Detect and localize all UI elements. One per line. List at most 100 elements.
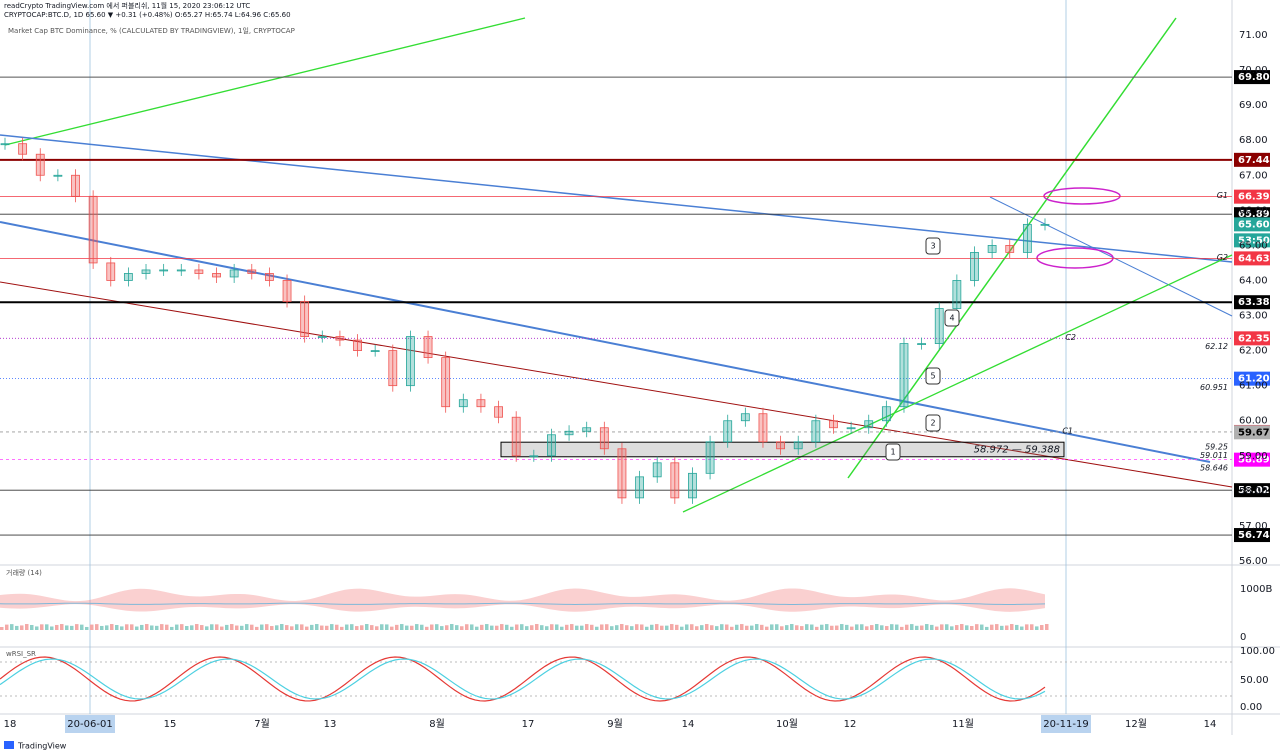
- candle: [476, 399, 486, 408]
- price-tick-label: 71.00: [1239, 30, 1268, 41]
- x-tick-label: 8월: [429, 718, 445, 730]
- volume-bar: [150, 625, 154, 630]
- volume-bar: [855, 624, 859, 630]
- volume-bar: [30, 624, 34, 630]
- x-tick-label: 17: [522, 719, 535, 730]
- price-tag: [1234, 70, 1270, 85]
- price-annotation: 60.951: [1200, 383, 1228, 392]
- volume-bar: [190, 625, 194, 630]
- volume-bar: [655, 624, 659, 630]
- candle: [1040, 223, 1050, 226]
- candle: [1022, 223, 1032, 253]
- price-tag: [1234, 295, 1270, 310]
- price-tick-label: 60.00: [1239, 416, 1268, 427]
- volume-bar: [435, 624, 439, 630]
- volume-bar: [40, 624, 44, 630]
- candle: [35, 153, 45, 176]
- price-tag-label: 58.02: [1238, 485, 1270, 496]
- volume-bar: [5, 624, 9, 630]
- price-tag: [1234, 217, 1270, 232]
- volume-bar: [505, 624, 509, 630]
- candle: [458, 399, 468, 408]
- volume-bar: [140, 624, 144, 630]
- volume-bar: [415, 624, 419, 630]
- candle: [547, 434, 556, 457]
- description-line: Market Cap BTC Dominance, % (CALCULATED …: [8, 26, 295, 35]
- volume-bar: [1000, 625, 1004, 630]
- volume-bar: [195, 624, 199, 630]
- volume-bar: [1015, 624, 1019, 630]
- candle: [141, 269, 151, 274]
- volume-bar: [340, 626, 344, 630]
- volume-bar: [785, 625, 789, 630]
- volume-bar: [680, 626, 684, 630]
- publisher-line: readCrypto TradingView.com 에서 퍼블리쉬, 11월 …: [4, 1, 250, 10]
- volume-bar: [640, 624, 644, 630]
- volume-bar: [825, 624, 829, 630]
- callout: [944, 309, 960, 327]
- volume-bar: [770, 624, 774, 630]
- price-tag: [1234, 189, 1270, 204]
- candle: [300, 301, 310, 337]
- candle: [899, 343, 909, 408]
- x-tick-label: 10월: [776, 718, 798, 730]
- level-note: G2: [1217, 253, 1228, 262]
- volume-tick: 1000B: [1240, 584, 1272, 595]
- volume-bar: [965, 625, 969, 630]
- candle: [229, 269, 239, 278]
- volume-bar: [130, 624, 134, 630]
- volume-bar: [695, 626, 699, 630]
- volume-bar: [950, 626, 954, 630]
- volume-bar: [90, 624, 94, 630]
- volume-bar: [685, 624, 689, 630]
- price-tag-label: 56.74: [1238, 530, 1270, 541]
- trendline: [0, 134, 1233, 263]
- price-tag-label: 65.89: [1238, 209, 1270, 220]
- callout-label: 4: [949, 314, 954, 323]
- x-tick-highlight: [65, 715, 115, 733]
- price-tick-label: 58.00: [1239, 486, 1268, 497]
- volume-bar: [960, 624, 964, 630]
- volume-bar: [665, 625, 669, 630]
- volume-bar: [540, 625, 544, 630]
- volume-bar: [690, 624, 694, 630]
- candle: [247, 269, 257, 274]
- volume-bar: [470, 624, 474, 630]
- volume-bar: [160, 624, 164, 630]
- price-tick-label: 59.00: [1239, 451, 1268, 462]
- volume-bar: [425, 626, 429, 630]
- candle: [864, 420, 874, 429]
- volume-bar: [35, 626, 39, 630]
- candle: [317, 336, 327, 338]
- volume-bar: [20, 625, 24, 630]
- trendline: [989, 196, 1233, 317]
- rsi-tick: 100.00: [1240, 646, 1275, 657]
- volume-bar: [870, 625, 874, 630]
- volume-bar: [865, 626, 869, 630]
- x-tick-label: 14: [1204, 719, 1217, 730]
- candle: [987, 244, 997, 253]
- volume-bar: [275, 625, 279, 630]
- volume-bar: [795, 625, 799, 630]
- callout: [925, 367, 941, 385]
- candle: [176, 269, 186, 272]
- volume-bar: [145, 624, 149, 630]
- volume-bar: [385, 624, 389, 630]
- volume-bar: [605, 624, 609, 630]
- volume-bar: [215, 624, 219, 630]
- price-tag: [1234, 452, 1270, 467]
- volume-bar: [365, 624, 369, 630]
- volume-bar: [475, 626, 479, 630]
- candle: [740, 413, 750, 422]
- volume-bar: [175, 624, 179, 630]
- volume-bar: [400, 624, 404, 630]
- candle: [934, 308, 944, 344]
- price-tick-label: 61.00: [1239, 381, 1268, 392]
- volume-bar: [455, 625, 459, 630]
- x-tick-label: 12월: [1125, 718, 1147, 730]
- volume-bar: [525, 626, 529, 630]
- volume-bar: [360, 625, 364, 630]
- price-tag-label: 62.35: [1238, 333, 1270, 344]
- volume-bar: [610, 626, 614, 630]
